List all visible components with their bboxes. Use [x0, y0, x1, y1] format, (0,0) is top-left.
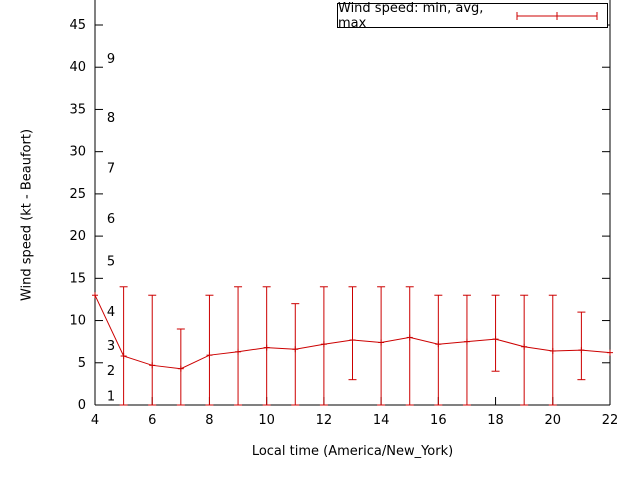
svg-text:4: 4 — [91, 413, 99, 428]
svg-text:0: 0 — [78, 398, 86, 413]
svg-text:5: 5 — [107, 254, 115, 269]
svg-text:8: 8 — [205, 413, 213, 428]
legend-errorbar-sample-icon — [516, 11, 598, 20]
svg-text:30: 30 — [69, 145, 86, 160]
svg-text:3: 3 — [107, 339, 115, 354]
svg-text:5: 5 — [78, 356, 86, 371]
svg-text:10: 10 — [69, 314, 86, 329]
svg-text:20: 20 — [69, 229, 86, 244]
svg-text:8: 8 — [107, 111, 115, 126]
svg-text:4: 4 — [107, 305, 115, 320]
legend: Wind speed: min, avg, max — [337, 0, 608, 31]
svg-text:1: 1 — [107, 390, 115, 405]
svg-text:7: 7 — [107, 162, 115, 177]
svg-text:40: 40 — [69, 60, 86, 75]
svg-text:45: 45 — [69, 18, 86, 33]
svg-text:25: 25 — [69, 187, 86, 202]
svg-text:9: 9 — [107, 52, 115, 67]
svg-text:16: 16 — [430, 413, 447, 428]
x-axis-label: Local time (America/New_York) — [251, 444, 454, 459]
svg-text:22: 22 — [602, 413, 619, 428]
svg-text:2: 2 — [107, 364, 115, 379]
svg-text:35: 35 — [69, 102, 86, 117]
svg-text:10: 10 — [258, 413, 275, 428]
svg-text:18: 18 — [487, 413, 504, 428]
svg-text:6: 6 — [107, 212, 115, 227]
svg-text:6: 6 — [148, 413, 156, 428]
svg-text:15: 15 — [69, 271, 86, 286]
y-axis-label: Wind speed (kt - Beaufort) — [19, 128, 35, 302]
svg-text:14: 14 — [373, 413, 390, 428]
svg-text:20: 20 — [545, 413, 562, 428]
svg-text:12: 12 — [316, 413, 333, 428]
legend-label: Wind speed: min, avg, max — [338, 0, 484, 31]
